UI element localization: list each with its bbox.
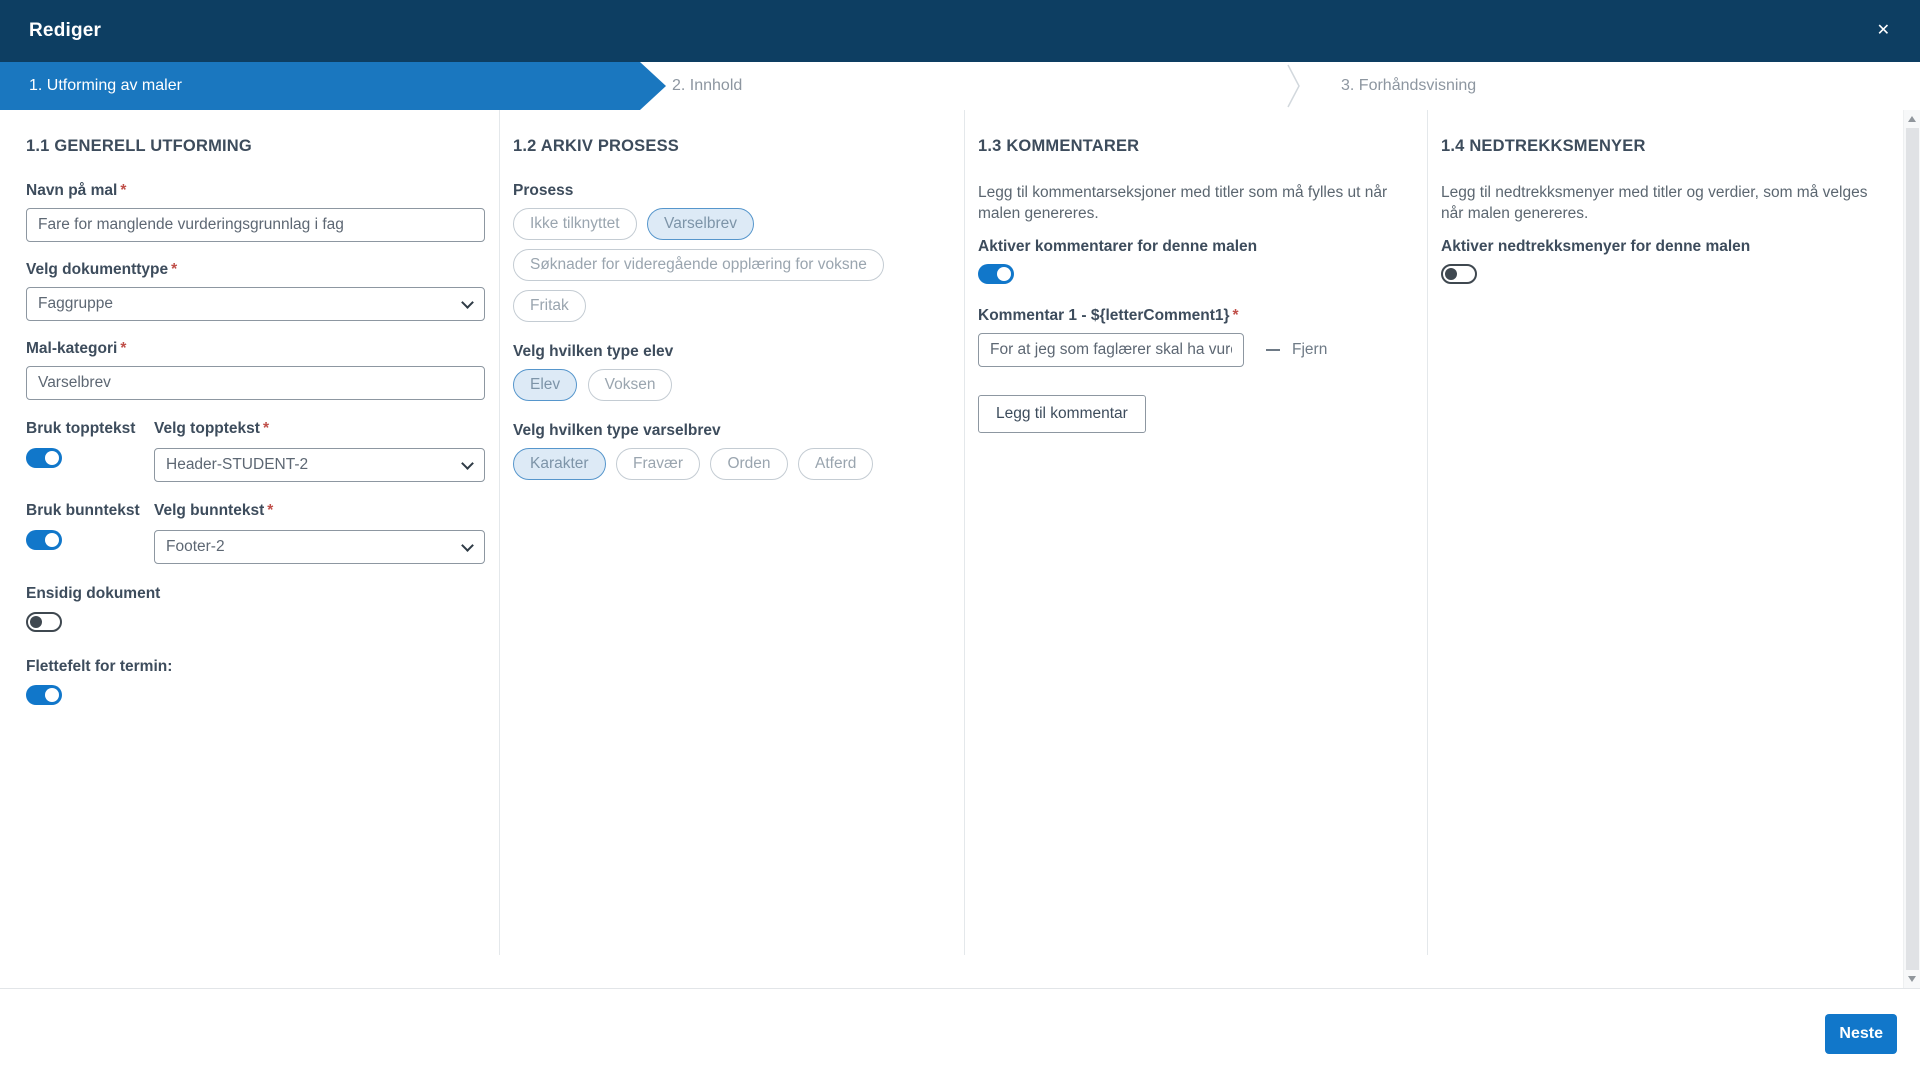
- kommentar-1-label: Kommentar 1 - ${letterComment1}: [978, 307, 1230, 324]
- fjern-kommentar-button[interactable]: Fjern: [1266, 341, 1327, 359]
- step-label: 3. Forhåndsvisning: [1341, 77, 1477, 94]
- type-varselbrev-label: Velg hvilken type varselbrev: [513, 422, 721, 439]
- mal-kategori-label: Mal-kategori: [26, 340, 118, 357]
- required-marker: *: [120, 182, 127, 199]
- modal-header: Rediger ✕: [0, 0, 1920, 62]
- scrollbar-thumb[interactable]: [1906, 128, 1919, 970]
- aktiver-kommentarer-label: Aktiver kommentarer for denne malen: [978, 238, 1258, 255]
- kommentarer-description: Legg til kommentarseksjoner med titler s…: [978, 184, 1388, 222]
- pill-karakter[interactable]: Karakter: [513, 448, 606, 480]
- mal-kategori-input[interactable]: [26, 366, 485, 400]
- flettefelt-termin-label: Flettefelt for termin:: [26, 658, 173, 675]
- pill-fritak[interactable]: Fritak: [513, 290, 586, 322]
- required-marker: *: [262, 420, 269, 437]
- bruk-bunntekst-toggle[interactable]: [26, 530, 62, 550]
- ensidig-dokument-label: Ensidig dokument: [26, 585, 161, 602]
- wizard-content: 1.1 GENERELL UTFORMING Navn på mal* Velg…: [0, 110, 1920, 955]
- mal-kategori-field: Mal-kategori *: [26, 340, 485, 400]
- step-3-forhandsvisning[interactable]: 3. Forhåndsvisning: [1280, 62, 1920, 110]
- flettefelt-termin-block: Flettefelt for termin:: [26, 658, 485, 710]
- step-label: 1. Utforming av maler: [29, 77, 182, 94]
- aktiver-nedtrekksmenyer-label: Aktiver nedtrekksmenyer for denne malen: [1441, 238, 1751, 255]
- section-arkiv-prosess: 1.2 ARKIV PROSESS Prosess Ikke tilknytte…: [500, 110, 965, 955]
- velg-bunntekst-label: Velg bunntekst: [154, 502, 265, 519]
- pill-fravaer[interactable]: Fravær: [616, 448, 700, 480]
- aktiver-nedtrekksmenyer-toggle[interactable]: [1441, 264, 1477, 284]
- velg-topptekst-select[interactable]: [154, 448, 485, 482]
- pill-soknader-voksne[interactable]: Søknader for videregående opplæring for …: [513, 249, 884, 281]
- scroll-down-icon[interactable]: [1908, 976, 1916, 982]
- section-heading: 1.1 GENERELL UTFORMING: [26, 137, 252, 155]
- flettefelt-termin-toggle[interactable]: [26, 685, 62, 705]
- pill-ikke-tilknyttet[interactable]: Ikke tilknyttet: [513, 208, 637, 240]
- step-1-utforming-av-maler[interactable]: 1. Utforming av maler: [0, 62, 666, 110]
- vertical-scrollbar[interactable]: [1903, 110, 1920, 988]
- required-marker: *: [267, 502, 274, 519]
- prosess-options: Ikke tilknyttet Varselbrev Søknader for …: [513, 208, 948, 331]
- step-label: 2. Innhold: [672, 77, 743, 94]
- navn-pa-mal-field: Navn på mal *: [26, 182, 485, 242]
- section-generell-utforming: 1.1 GENERELL UTFORMING Navn på mal* Velg…: [0, 110, 500, 955]
- pill-atferd[interactable]: Atferd: [798, 448, 874, 480]
- section-kommentarer: 1.3 KOMMENTARER Legg til kommentarseksjo…: [965, 110, 1428, 955]
- required-marker: *: [120, 340, 127, 357]
- modal-title: Rediger: [29, 20, 102, 41]
- type-elev-options: Elev Voksen: [513, 369, 948, 410]
- section-heading: 1.2 ARKIV PROSESS: [513, 137, 680, 155]
- type-elev-label: Velg hvilken type elev: [513, 343, 674, 360]
- velg-topptekst-label: Velg topptekst: [154, 420, 260, 437]
- required-marker: *: [1232, 307, 1239, 324]
- section-heading: 1.4 NEDTREKKSMENYER: [1441, 137, 1646, 155]
- pill-orden[interactable]: Orden: [710, 448, 788, 480]
- kommentar-1-row: Fjern: [978, 333, 1411, 367]
- velg-dokumenttype-select[interactable]: [26, 287, 485, 321]
- aktiver-kommentarer-block: Aktiver kommentarer for denne malen: [978, 238, 1411, 289]
- bruk-topptekst-label: Bruk topptekst: [26, 420, 136, 437]
- section-nedtrekksmenyer: 1.4 NEDTREKKSMENYER Legg til nedtrekksme…: [1428, 110, 1920, 955]
- minus-icon: [1266, 349, 1280, 351]
- required-marker: *: [171, 261, 178, 278]
- scroll-up-icon[interactable]: [1908, 116, 1916, 122]
- pill-elev[interactable]: Elev: [513, 369, 578, 401]
- type-varselbrev-options: Karakter Fravær Orden Atferd: [513, 448, 948, 489]
- aktiver-kommentarer-toggle[interactable]: [978, 264, 1014, 284]
- velg-dokumenttype-field: Velg dokumenttype *: [26, 261, 485, 321]
- close-button[interactable]: ✕: [1873, 19, 1894, 43]
- neste-button[interactable]: Neste: [1825, 1014, 1897, 1054]
- navn-pa-mal-input[interactable]: [26, 208, 485, 242]
- ensidig-dokument-block: Ensidig dokument: [26, 585, 485, 637]
- bunntekst-row: Bruk bunntekst Velg bunntekst *: [26, 502, 485, 564]
- topptekst-row: Bruk topptekst Velg topptekst *: [26, 420, 485, 482]
- close-icon: ✕: [1876, 22, 1890, 39]
- modal-footer: Neste: [0, 988, 1920, 1080]
- bruk-bunntekst-label: Bruk bunntekst: [26, 502, 140, 519]
- pill-voksen[interactable]: Voksen: [587, 369, 673, 401]
- velg-dokumenttype-label: Velg dokumenttype: [26, 261, 169, 278]
- navn-pa-mal-label: Navn på mal: [26, 182, 118, 199]
- velg-bunntekst-select[interactable]: [154, 530, 485, 564]
- kommentar-1-input[interactable]: [978, 333, 1244, 367]
- chevron-right-icon: [1287, 64, 1300, 108]
- step-2-innhold[interactable]: 2. Innhold: [640, 62, 1280, 110]
- bruk-topptekst-toggle[interactable]: [26, 448, 62, 468]
- prosess-label: Prosess: [513, 182, 574, 199]
- wizard-stepper: 1. Utforming av maler 2. Innhold 3. Forh…: [0, 62, 1920, 110]
- nedtrekksmenyer-description: Legg til nedtrekksmenyer med titler og v…: [1441, 184, 1868, 222]
- fjern-label: Fjern: [1292, 341, 1328, 358]
- pill-varselbrev[interactable]: Varselbrev: [647, 208, 754, 240]
- legg-til-kommentar-button[interactable]: Legg til kommentar: [978, 395, 1146, 433]
- ensidig-dokument-toggle[interactable]: [26, 612, 62, 632]
- aktiver-nedtrekksmenyer-block: Aktiver nedtrekksmenyer for denne malen: [1441, 238, 1904, 289]
- section-heading: 1.3 KOMMENTARER: [978, 137, 1140, 155]
